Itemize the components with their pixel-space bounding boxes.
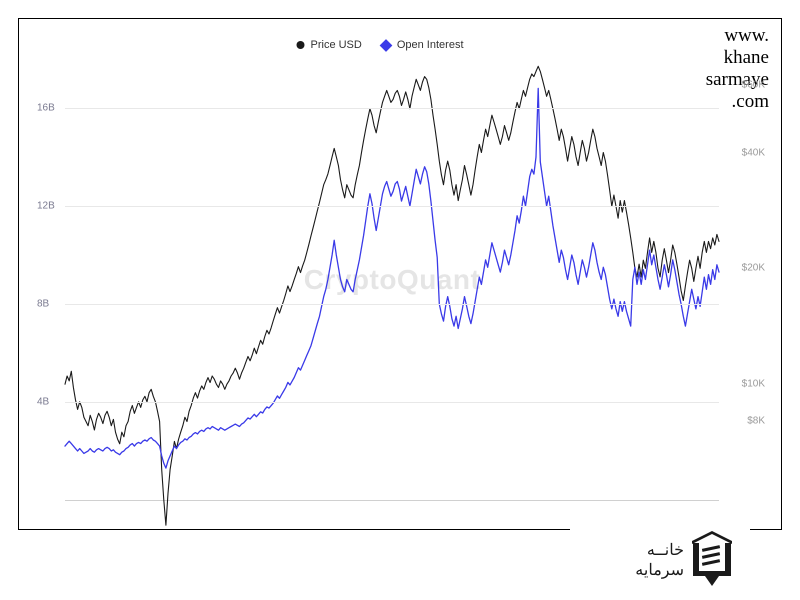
brand-logo: خانــه سرمایه — [580, 531, 750, 592]
legend-label-price: Price USD — [311, 39, 362, 51]
grid-line — [65, 304, 719, 305]
y-right-tick-label: $60K — [742, 79, 765, 90]
chart-frame: www. khane sarmaye .com Price USD Open I… — [18, 18, 782, 530]
legend-item-price: Price USD — [297, 39, 362, 51]
chart-svg — [65, 59, 719, 500]
y-left-tick-label: 4B — [37, 397, 49, 408]
y-left-tick-label: 12B — [37, 201, 55, 212]
logo-text-1: خانــه — [647, 542, 684, 559]
legend-marker-oi — [380, 39, 393, 52]
y-left-tick-label: 16B — [37, 103, 55, 114]
y-right-tick-label: $20K — [742, 263, 765, 274]
chart-area: Price USD Open Interest CryptoQuant 4B8B… — [35, 45, 725, 511]
chart-legend: Price USD Open Interest — [297, 39, 464, 51]
legend-item-oi: Open Interest — [382, 39, 464, 51]
series-price — [65, 66, 719, 525]
y-left-tick-label: 8B — [37, 299, 49, 310]
url-line: www. — [706, 25, 769, 47]
grid-line — [65, 206, 719, 207]
legend-label-oi: Open Interest — [397, 39, 464, 51]
y-right-tick-label: $8K — [747, 416, 765, 427]
plot-region: CryptoQuant 4B8B12B16B$8K$10K$20K$40K$60… — [65, 59, 719, 501]
grid-line — [65, 108, 719, 109]
y-right-tick-label: $10K — [742, 379, 765, 390]
legend-marker-price — [297, 41, 305, 49]
logo-text-2: سرمایه — [635, 562, 684, 579]
y-right-tick-label: $40K — [742, 147, 765, 158]
series-open-interest — [65, 88, 719, 468]
grid-line — [65, 402, 719, 403]
